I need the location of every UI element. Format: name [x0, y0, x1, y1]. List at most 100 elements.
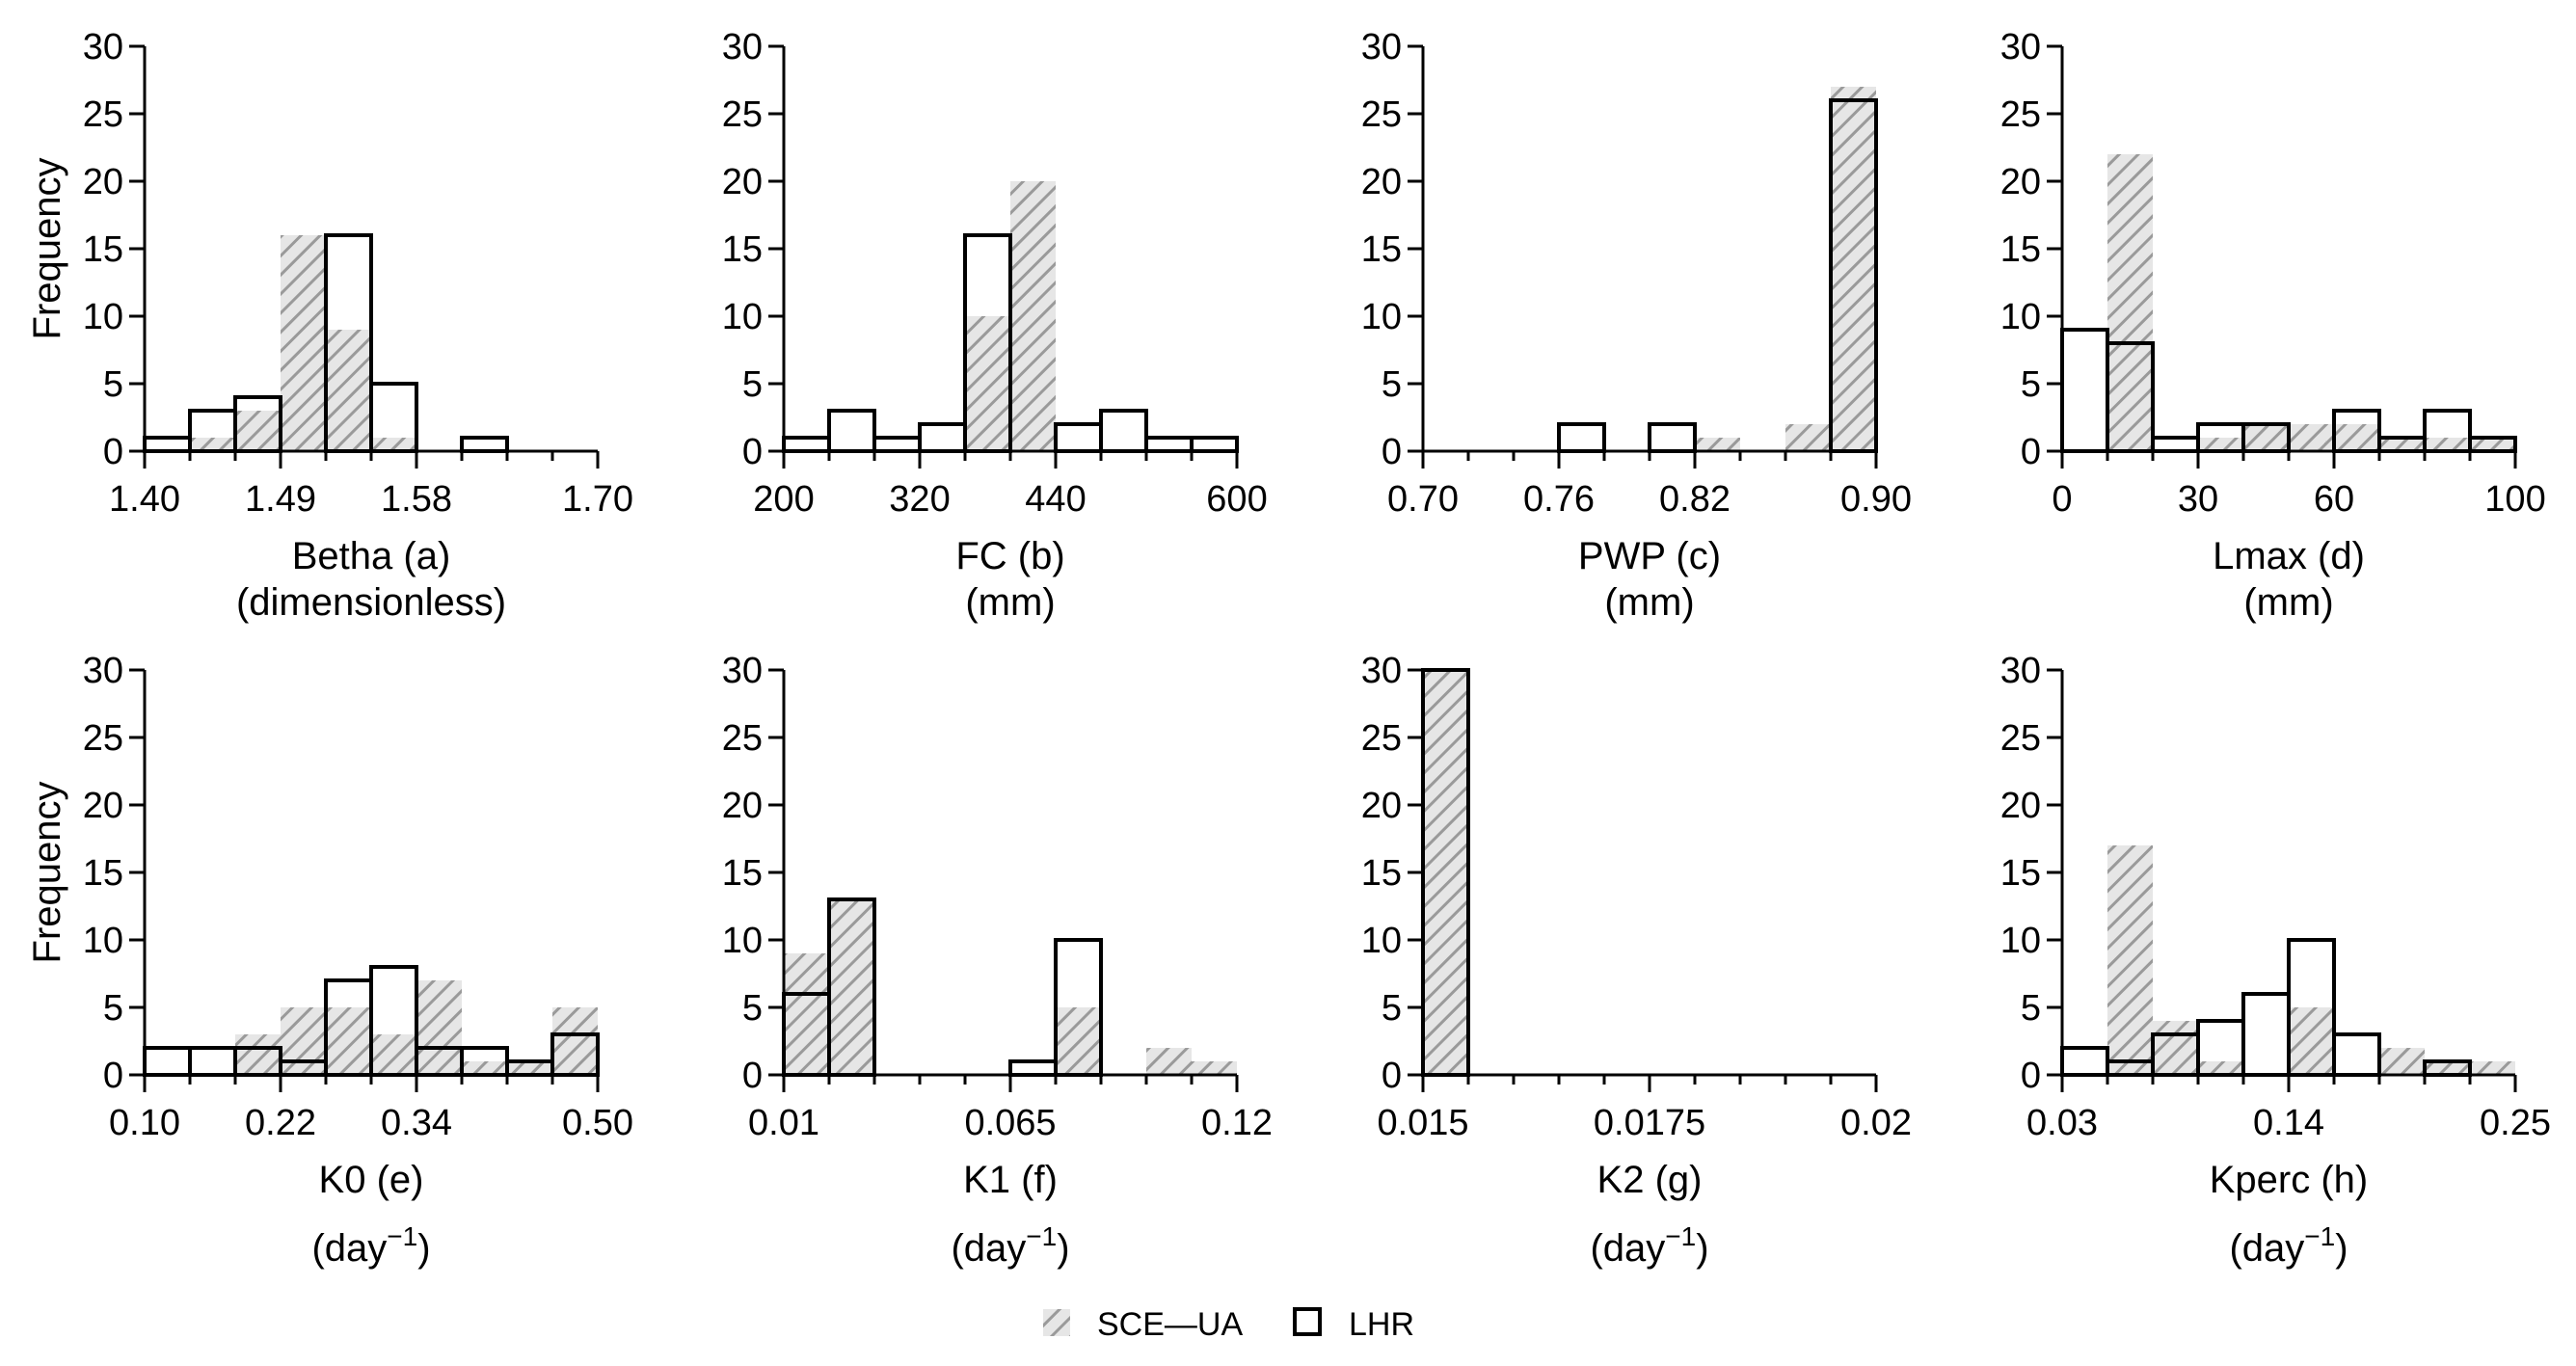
- x-tick-label: 200: [753, 479, 814, 520]
- sce-ua-bar: [2153, 1021, 2198, 1075]
- sce-ua-bar: [1056, 1007, 1101, 1075]
- y-tick-label: 25: [1361, 718, 1402, 759]
- x-tick-label: 0.065: [964, 1103, 1056, 1143]
- y-tick-label: 0: [2021, 1056, 2041, 1096]
- lhr-bar: [2060, 1046, 2109, 1077]
- sce-ua-bar: [552, 1007, 598, 1075]
- sce-ua-bar: [235, 1034, 281, 1075]
- y-tick-label: 15: [83, 853, 123, 894]
- lhr-bar: [2151, 436, 2200, 453]
- y-tick-label: 15: [1361, 229, 1402, 270]
- y-tick-label: 30: [722, 27, 763, 67]
- x-tick-label: 0.14: [2253, 1103, 2324, 1143]
- y-tick-label: 0: [742, 1056, 763, 1096]
- x-axis-label: Lmax (d): [2213, 535, 2365, 577]
- y-tick-label: 20: [83, 786, 123, 826]
- x-axis-unit-label: (day−1): [311, 1221, 430, 1270]
- y-tick-label: 30: [2000, 651, 2041, 691]
- y-axis-label: Frequency: [26, 782, 68, 964]
- sce-ua-bar: [2379, 1048, 2425, 1075]
- x-axis-label: K0 (e): [319, 1159, 424, 1201]
- lhr-bar: [1054, 422, 1103, 453]
- sce-ua-bar: [2379, 438, 2425, 451]
- lhr-bar: [827, 409, 876, 453]
- lhr-bar: [143, 436, 192, 453]
- lhr-bar: [1099, 409, 1148, 453]
- lhr-bar: [1648, 422, 1697, 453]
- y-tick-label: 30: [83, 27, 123, 67]
- y-tick-label: 25: [83, 718, 123, 759]
- sce-ua-bar: [2198, 1061, 2243, 1075]
- lhr-bar: [1557, 422, 1606, 453]
- x-axis-label: FC (b): [955, 535, 1064, 577]
- sce-ua-bar: [2334, 424, 2379, 451]
- lhr-bar: [872, 436, 922, 453]
- sce-ua-bar: [784, 953, 829, 1075]
- x-tick-label: 0.12: [1201, 1103, 1273, 1143]
- y-tick-label: 5: [2021, 988, 2041, 1029]
- x-tick-label: 0.34: [381, 1103, 452, 1143]
- y-tick-label: 0: [742, 432, 763, 472]
- y-tick-label: 10: [2000, 297, 2041, 337]
- x-tick-label: 0.03: [2026, 1103, 2098, 1143]
- x-tick-label: 0.76: [1523, 479, 1595, 520]
- x-tick-label: 320: [889, 479, 950, 520]
- y-tick-label: 30: [722, 651, 763, 691]
- y-tick-label: 25: [2000, 94, 2041, 135]
- sce-ua-bar: [1192, 1061, 1237, 1075]
- lhr-bar: [460, 436, 509, 453]
- y-tick-label: 10: [1361, 297, 1402, 337]
- sce-ua-bar: [2107, 845, 2153, 1075]
- unit-exponent: −1: [1665, 1221, 1696, 1251]
- sce-ua-bar: [190, 438, 235, 451]
- lhr-bar: [143, 1046, 192, 1077]
- sce-ua-bar: [2425, 438, 2470, 451]
- lhr-bar: [1144, 436, 1194, 453]
- lhr-bar: [2060, 328, 2109, 453]
- y-tick-label: 5: [103, 988, 123, 1029]
- panel-a: 1.40 1.49 1.58 1.70 0 5 10 15 20 25 30 Frequency Bet…: [26, 27, 633, 624]
- y-tick-label: 5: [1382, 364, 1402, 405]
- lhr-bar: [1190, 436, 1239, 453]
- y-tick-label: 30: [83, 651, 123, 691]
- x-tick-label: 0.25: [2480, 1103, 2551, 1143]
- y-tick-label: 30: [2000, 27, 2041, 67]
- y-tick-label: 10: [1361, 921, 1402, 961]
- unit-close: ): [2335, 1227, 2348, 1270]
- x-axis-unit-label: (dimensionless): [236, 581, 506, 624]
- x-tick-label: 1.70: [562, 479, 633, 520]
- sce-ua-bar: [281, 235, 326, 451]
- unit-exponent: −1: [2304, 1221, 2335, 1251]
- x-axis-unit-label: (mm): [965, 581, 1055, 624]
- x-axis-label: Kperc (h): [2210, 1159, 2369, 1201]
- x-tick-label: 440: [1025, 479, 1086, 520]
- y-tick-label: 20: [2000, 162, 2041, 202]
- lhr-bar: [782, 436, 831, 453]
- y-tick-label: 15: [2000, 229, 2041, 270]
- legend-sce-label: SCE—UA: [1097, 1306, 1243, 1343]
- y-tick-label: 20: [2000, 786, 2041, 826]
- x-tick-label: 0.015: [1377, 1103, 1468, 1143]
- y-tick-label: 0: [103, 432, 123, 472]
- unit-base: (day: [2229, 1227, 2304, 1270]
- sce-ua-bar: [462, 1061, 507, 1075]
- y-tick-label: 5: [103, 364, 123, 405]
- unit-base: (day: [311, 1227, 387, 1270]
- y-tick-label: 20: [1361, 162, 1402, 202]
- y-tick-label: 0: [103, 1056, 123, 1096]
- x-tick-label: 0.90: [1840, 479, 1912, 520]
- panel-c: 0.70 0.76 0.82 0.90 0 5 10 15 20 25 30 PWP (c)(mm): [1361, 27, 1912, 624]
- x-axis-unit-label: (day−1): [2229, 1221, 2348, 1270]
- legend-lhr-swatch: [1293, 1307, 1322, 1336]
- x-tick-label: 1.40: [109, 479, 180, 520]
- x-axis-unit-label: (day−1): [951, 1221, 1069, 1270]
- sce-ua-bar: [371, 1034, 416, 1075]
- x-tick-label: 100: [2484, 479, 2545, 520]
- panel-b: 200 320 440 600 0 5 10 15 20 25 30 FC (b)(mm): [722, 27, 1268, 624]
- x-tick-label: 0.50: [562, 1103, 633, 1143]
- x-axis-label: K2 (g): [1597, 1159, 1703, 1201]
- sce-ua-bar: [1010, 181, 1056, 451]
- sce-ua-bar: [2470, 438, 2515, 451]
- y-tick-label: 0: [2021, 432, 2041, 472]
